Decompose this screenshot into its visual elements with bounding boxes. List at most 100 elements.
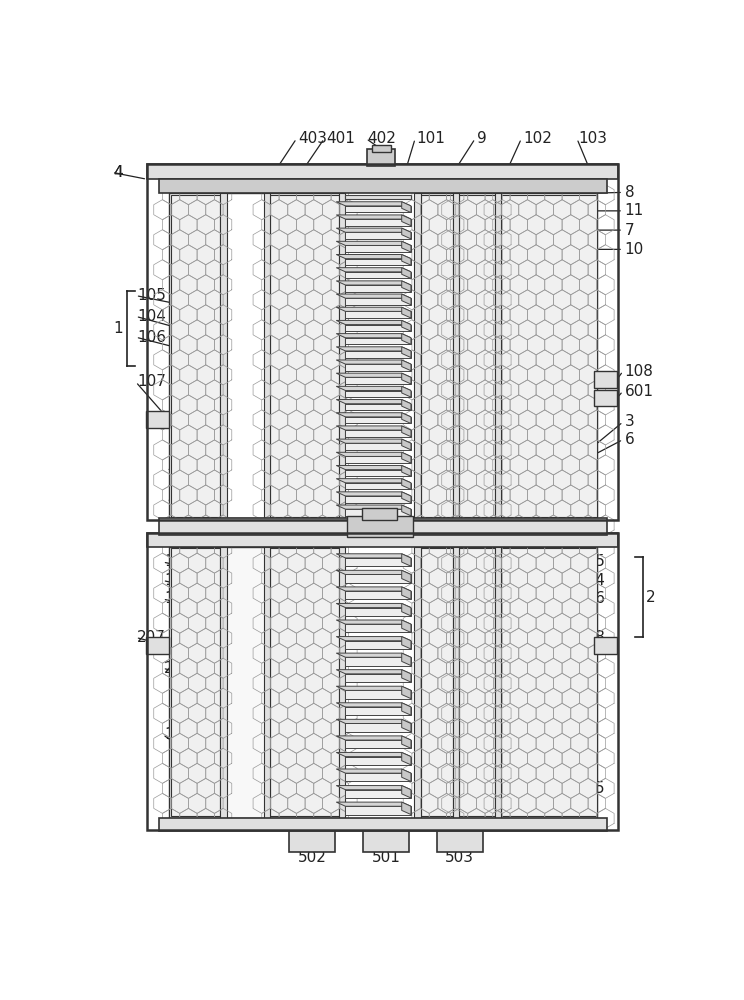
Polygon shape xyxy=(345,707,411,715)
Text: 402: 402 xyxy=(368,131,397,146)
Polygon shape xyxy=(402,653,411,666)
Polygon shape xyxy=(402,620,411,632)
Polygon shape xyxy=(336,479,411,483)
Polygon shape xyxy=(402,736,411,748)
Polygon shape xyxy=(336,752,411,757)
Text: 108: 108 xyxy=(625,364,653,379)
Bar xyxy=(220,547,226,818)
Polygon shape xyxy=(345,470,411,476)
Bar xyxy=(171,195,220,517)
Polygon shape xyxy=(336,386,411,391)
Polygon shape xyxy=(402,241,411,252)
Bar xyxy=(420,548,453,816)
Text: 601: 601 xyxy=(625,384,654,399)
Bar xyxy=(147,533,618,830)
Polygon shape xyxy=(345,657,411,666)
Polygon shape xyxy=(336,637,411,641)
Text: 105: 105 xyxy=(137,288,166,303)
Polygon shape xyxy=(402,334,411,344)
Polygon shape xyxy=(402,215,411,226)
Polygon shape xyxy=(336,360,411,364)
Bar xyxy=(339,193,420,518)
Bar xyxy=(289,831,335,852)
Text: 4: 4 xyxy=(113,165,123,180)
Bar xyxy=(147,164,618,179)
Polygon shape xyxy=(402,587,411,599)
Polygon shape xyxy=(402,786,411,798)
Polygon shape xyxy=(345,641,411,649)
Text: 107: 107 xyxy=(137,374,166,389)
Polygon shape xyxy=(345,325,411,331)
Text: 5: 5 xyxy=(595,781,605,796)
Polygon shape xyxy=(402,254,411,265)
Polygon shape xyxy=(345,773,411,781)
Text: 503: 503 xyxy=(446,850,475,865)
Bar xyxy=(453,193,459,518)
Polygon shape xyxy=(345,790,411,798)
Polygon shape xyxy=(402,400,411,410)
Polygon shape xyxy=(336,373,411,377)
Polygon shape xyxy=(402,554,411,566)
Polygon shape xyxy=(345,351,411,358)
Text: 403: 403 xyxy=(298,131,327,146)
Text: 2: 2 xyxy=(647,590,655,605)
Polygon shape xyxy=(336,769,411,773)
Polygon shape xyxy=(402,281,411,292)
Polygon shape xyxy=(402,670,411,682)
Polygon shape xyxy=(402,719,411,732)
Text: 204: 204 xyxy=(577,573,606,588)
Polygon shape xyxy=(345,509,411,516)
Polygon shape xyxy=(345,298,411,305)
Bar xyxy=(169,193,597,518)
Polygon shape xyxy=(336,413,411,417)
Text: 101: 101 xyxy=(417,131,446,146)
Polygon shape xyxy=(336,439,411,443)
Text: 4: 4 xyxy=(113,165,123,180)
Polygon shape xyxy=(345,483,411,489)
Polygon shape xyxy=(345,443,411,450)
Polygon shape xyxy=(402,465,411,476)
Polygon shape xyxy=(336,268,411,272)
Bar xyxy=(437,831,483,852)
Text: 1: 1 xyxy=(113,321,123,336)
Polygon shape xyxy=(336,347,411,351)
Polygon shape xyxy=(402,360,411,371)
Polygon shape xyxy=(336,587,411,591)
Bar xyxy=(264,193,270,518)
Bar xyxy=(270,548,339,816)
Bar xyxy=(496,547,501,818)
Polygon shape xyxy=(345,574,411,583)
Polygon shape xyxy=(336,505,411,509)
Bar xyxy=(147,164,618,520)
Text: 501: 501 xyxy=(371,850,400,865)
Polygon shape xyxy=(345,391,411,397)
Text: 8: 8 xyxy=(625,185,634,200)
Polygon shape xyxy=(345,232,411,239)
Polygon shape xyxy=(402,570,411,583)
Polygon shape xyxy=(336,703,411,707)
Polygon shape xyxy=(345,245,411,252)
Polygon shape xyxy=(345,456,411,463)
Text: 7: 7 xyxy=(625,223,634,238)
Text: 203: 203 xyxy=(168,492,197,507)
Polygon shape xyxy=(402,479,411,489)
Polygon shape xyxy=(402,505,411,516)
Polygon shape xyxy=(402,386,411,397)
Polygon shape xyxy=(402,307,411,318)
Bar xyxy=(158,818,607,831)
Polygon shape xyxy=(402,268,411,278)
Text: 202: 202 xyxy=(168,478,197,493)
Polygon shape xyxy=(402,686,411,699)
Text: 208: 208 xyxy=(577,630,606,645)
Text: 104: 104 xyxy=(137,309,166,324)
Bar xyxy=(594,389,617,406)
Bar xyxy=(146,411,169,428)
Text: 205: 205 xyxy=(577,554,606,569)
Polygon shape xyxy=(336,307,411,311)
Bar xyxy=(264,547,270,818)
Bar xyxy=(372,145,391,152)
Polygon shape xyxy=(402,439,411,450)
Bar xyxy=(158,179,607,193)
Text: 16: 16 xyxy=(164,554,184,569)
Polygon shape xyxy=(402,294,411,305)
